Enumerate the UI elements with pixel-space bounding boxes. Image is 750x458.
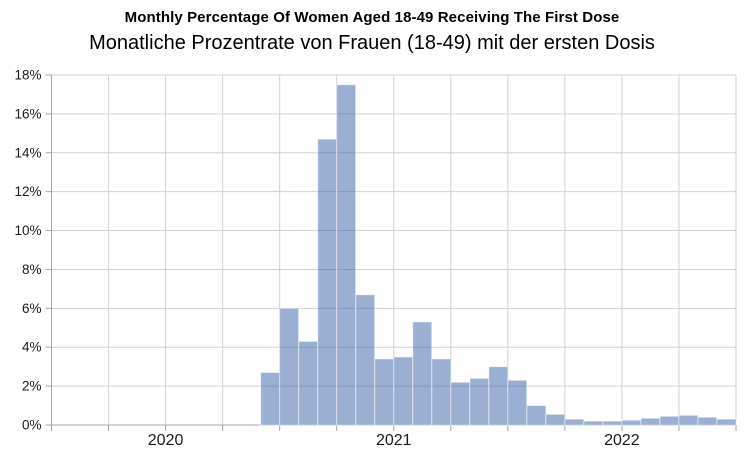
bar-may-2021: [355, 294, 376, 426]
bar-nov-2021: [469, 377, 490, 426]
bar-jul-2022: [621, 419, 642, 426]
bar-sep-2021: [431, 358, 452, 426]
y-tick-label: 0%: [22, 418, 42, 433]
bar-apr-2022: [564, 418, 585, 426]
y-tick-label: 10%: [14, 223, 41, 238]
x-year-label: 2020: [148, 432, 184, 449]
chart-subtitle: Monatliche Prozentrate von Frauen (18-49…: [89, 32, 655, 54]
y-tick-label: 18%: [14, 68, 41, 83]
bar-mar-2022: [545, 413, 566, 426]
y-tick-label: 2%: [22, 379, 42, 394]
bar-nov-2022: [697, 416, 718, 426]
y-tick-label: 4%: [22, 340, 42, 355]
bar-oct-2022: [678, 414, 699, 426]
bar-mar-2021: [317, 138, 338, 426]
bar-jan-2022: [507, 379, 528, 426]
bar-sep-2022: [659, 415, 680, 426]
y-tick-label: 16%: [14, 106, 41, 121]
x-year-label: 2022: [604, 432, 640, 449]
bar-jun-2022: [602, 420, 623, 426]
bar-aug-2021: [412, 321, 433, 426]
bar-dec-2021: [488, 366, 509, 426]
bar-oct-2021: [450, 381, 471, 426]
bar-feb-2022: [526, 405, 547, 426]
bar-feb-2021: [298, 340, 319, 426]
bar-jun-2021: [374, 358, 395, 426]
bar-apr-2021: [336, 84, 357, 426]
bar-jan-2021: [279, 307, 300, 426]
y-tick-label: 6%: [22, 301, 42, 316]
bar-may-2022: [583, 420, 604, 426]
chart-title: Monthly Percentage Of Women Aged 18-49 R…: [124, 9, 620, 26]
y-tick-label: 12%: [14, 184, 41, 199]
bar-aug-2022: [640, 417, 661, 426]
bar-jul-2021: [393, 356, 414, 426]
bar-dec-2022: [716, 418, 737, 426]
y-tick-label: 14%: [14, 145, 41, 160]
bar-dec-2020: [260, 372, 281, 426]
x-year-label: 2021: [376, 432, 412, 449]
y-tick-label: 8%: [22, 262, 42, 277]
